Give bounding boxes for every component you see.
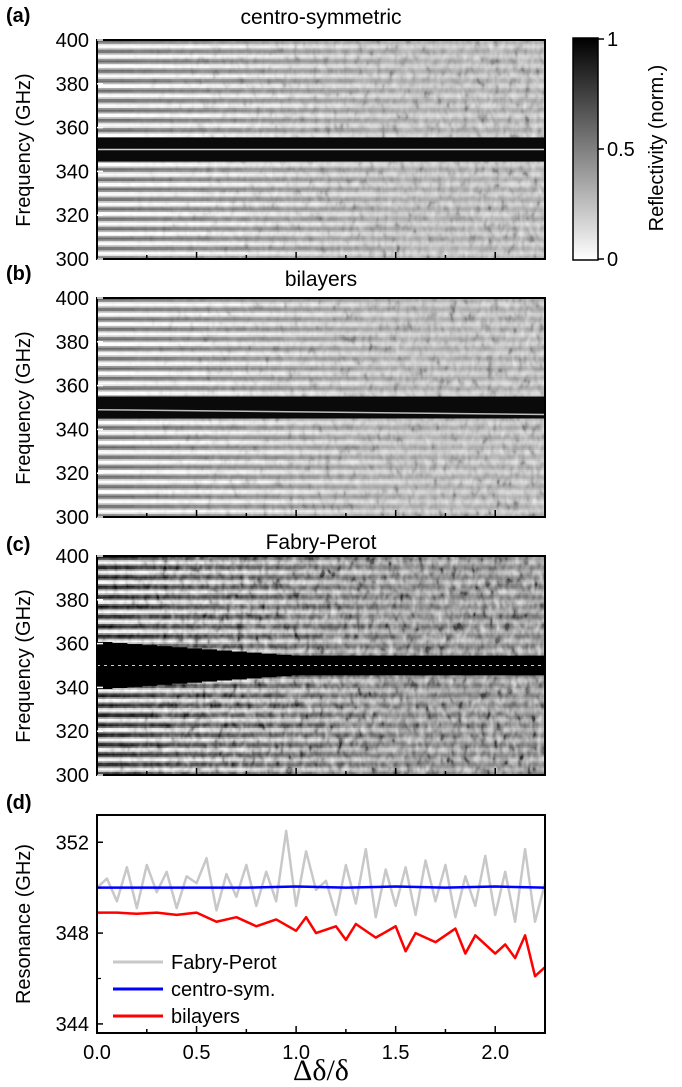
panel-d-plot-area bbox=[97, 815, 545, 1033]
panel-b-frame bbox=[96, 297, 546, 518]
panel-c-frame bbox=[96, 555, 546, 776]
y-tick-label: 400 bbox=[56, 546, 89, 568]
stopband-segment bbox=[276, 654, 292, 677]
stopband-segment bbox=[186, 648, 203, 683]
panel-a-x-ticks bbox=[96, 252, 546, 259]
stopband-segment bbox=[380, 655, 397, 676]
y-tick-label: 360 bbox=[56, 634, 89, 656]
series-fabry-perot bbox=[96, 829, 547, 923]
stopband-segment bbox=[515, 655, 531, 676]
panel-c-x-ticks bbox=[96, 768, 546, 775]
legend-label-centro-sym: centro-sym. bbox=[171, 979, 275, 1001]
x-axis-label: Δδ/δ bbox=[293, 1054, 349, 1087]
y-tick-label: 320 bbox=[56, 205, 89, 227]
y-tick-label: 400 bbox=[56, 288, 89, 310]
stopband-segment bbox=[246, 652, 262, 679]
panel-b: (b) bilayers 400 380 360 340 320 300 Frequenc… bbox=[6, 263, 546, 529]
panel-a: (a) centro-symmetric 400380360340320300 … bbox=[6, 5, 546, 271]
panel-b-y-ticks: 400 380 360 340 320 300 bbox=[56, 288, 103, 529]
panel-b-x-ticks bbox=[96, 510, 546, 517]
panel-d: (d) 352 348 344 0.0 0.5 1.0 1.5 2.0 Resonance … bbox=[6, 792, 547, 1087]
panel-d-y-ticks: 352 348 344 bbox=[56, 832, 103, 1036]
x-tick-label: 0.5 bbox=[183, 1042, 211, 1064]
y-tick-label: 320 bbox=[56, 721, 89, 743]
panel-c: (c) Fabry-Perot 400 380 360 340 320 300 Frequ… bbox=[6, 531, 546, 787]
y-tick-label: 348 bbox=[56, 923, 89, 945]
panel-c-title: Fabry-Perot bbox=[266, 531, 377, 554]
y-tick-label: 340 bbox=[56, 419, 89, 441]
series-centro-sym bbox=[97, 885, 546, 889]
stopband-segment bbox=[141, 645, 158, 686]
stopband-segment bbox=[500, 655, 516, 676]
y-tick-label: 380 bbox=[56, 590, 89, 612]
y-tick-label: 300 bbox=[56, 249, 89, 271]
series-bilayers bbox=[97, 911, 546, 978]
y-tick-label: 380 bbox=[56, 332, 89, 354]
panel-a-stopband bbox=[97, 137, 545, 162]
stopband-segment bbox=[291, 655, 307, 676]
stopband-segment bbox=[530, 655, 546, 676]
panel-c-ylabel: Frequency (GHz) bbox=[13, 589, 35, 742]
stopband-segment bbox=[395, 655, 412, 676]
stopband-segment bbox=[261, 653, 277, 678]
colorbar-gradient bbox=[572, 37, 599, 261]
y-tick-label: 300 bbox=[56, 765, 89, 787]
y-tick-label: 360 bbox=[56, 376, 89, 398]
stopband-segment bbox=[156, 646, 173, 685]
colorbar-tick-0-5: 0.5 bbox=[607, 139, 635, 161]
panel-c-stopband bbox=[97, 641, 546, 690]
panel-a-label: (a) bbox=[6, 5, 30, 27]
panel-a-y-ticks: 400 380 360 340 320 300 bbox=[56, 30, 103, 271]
panel-a-ylabel: Frequency (GHz) bbox=[13, 73, 35, 226]
y-tick-label: 352 bbox=[56, 832, 89, 854]
y-tick-label: 360 bbox=[56, 118, 89, 140]
panel-d-series bbox=[96, 829, 547, 978]
stopband-notch bbox=[96, 408, 546, 416]
panel-b-label: (b) bbox=[6, 263, 32, 285]
stopband-segment bbox=[410, 655, 427, 676]
y-tick-label: 320 bbox=[56, 463, 89, 485]
panel-d-x-ticks: 0.0 0.5 1.0 1.5 2.0 bbox=[83, 1026, 546, 1064]
panel-d-frame bbox=[96, 814, 546, 1034]
colorbar-tick-1: 1 bbox=[607, 29, 618, 51]
y-tick-label: 300 bbox=[56, 507, 89, 529]
panel-a-frame bbox=[96, 39, 546, 260]
legend: Fabry-Perot centro-sym. bilayers bbox=[113, 952, 277, 1028]
x-tick-label: 1.0 bbox=[282, 1042, 310, 1064]
x-tick-label: 1.5 bbox=[382, 1042, 410, 1064]
stopband-segment bbox=[470, 655, 486, 676]
colorbar-tick-0: 0 bbox=[607, 249, 618, 271]
stopband-segment bbox=[306, 655, 322, 676]
panel-c-label: (c) bbox=[6, 534, 30, 556]
colorbar-label: Reflectivity (norm.) bbox=[646, 65, 668, 232]
x-tick-label: 0.0 bbox=[83, 1042, 111, 1064]
colorbar: 1 0.5 0 Reflectivity (norm.) bbox=[572, 29, 668, 271]
y-tick-label: 340 bbox=[56, 677, 89, 699]
y-tick-label: 344 bbox=[56, 1014, 89, 1036]
y-tick-label: 340 bbox=[56, 161, 89, 183]
panel-d-ylabel: Resonance (GHz) bbox=[13, 844, 35, 1004]
stopband-segment bbox=[485, 655, 501, 676]
x-tick-label: 2.0 bbox=[481, 1042, 509, 1064]
y-tick-label: 380 bbox=[56, 74, 89, 96]
stopband-segment bbox=[365, 655, 382, 676]
stopband-segment bbox=[171, 647, 188, 684]
panel-b-ylabel: Frequency (GHz) bbox=[13, 331, 35, 484]
legend-label-fabry-perot: Fabry-Perot bbox=[171, 952, 277, 974]
stopband bbox=[97, 396, 545, 419]
y-tick-label: 400 bbox=[56, 30, 89, 52]
panel-d-label: (d) bbox=[6, 792, 32, 814]
panel-c-y-ticks: 400 380 360 340 320 300 bbox=[56, 546, 103, 787]
legend-label-bilayers: bilayers bbox=[171, 1006, 240, 1028]
panel-b-stopband bbox=[96, 396, 546, 419]
panel-b-title: bilayers bbox=[285, 268, 357, 291]
panel-a-title: centro-symmetric bbox=[240, 6, 401, 29]
